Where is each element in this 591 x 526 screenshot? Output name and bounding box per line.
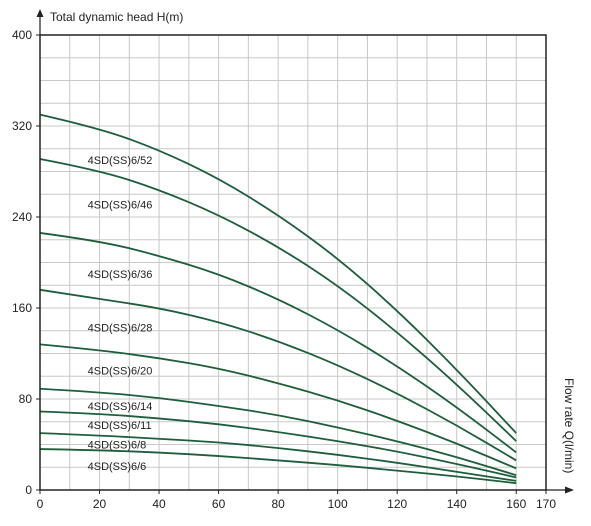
y-tick-label: 400: [12, 28, 32, 42]
series-label-layer: 4SD(SS)6/52 4SD(SS)6/46 4SD(SS)6/36 4SD(SS)…: [88, 155, 153, 473]
series-line-3: [39, 288, 517, 462]
y-tick-label: 0: [25, 483, 32, 497]
series-line-4: [39, 343, 517, 470]
series-label-3: 4SD(SS)6/28: [88, 322, 153, 334]
x-tick-label: 170: [536, 497, 556, 511]
y-tick-label: 160: [12, 301, 32, 315]
x-tick-label: 20: [93, 497, 107, 511]
x-tick-label: 100: [328, 497, 348, 511]
y-tick-label: 80: [19, 392, 33, 406]
x-tick-label: 120: [387, 497, 407, 511]
series-line-2: [39, 232, 517, 454]
tick-layer: 0 20 40 60 80 100 120 140 160 170 0 80 160 240 320 400: [12, 28, 556, 511]
series-line-8: [39, 448, 517, 485]
series-line-1: [39, 158, 517, 442]
x-tick-label: 40: [152, 497, 166, 511]
x-tick-label: 0: [37, 497, 44, 511]
series-label-5: 4SD(SS)6/14: [88, 401, 153, 413]
y-tick-label: 320: [12, 119, 32, 133]
series-line-5: [39, 387, 517, 477]
series-label-1: 4SD(SS)6/46: [88, 199, 153, 211]
series-label-0: 4SD(SS)6/52: [88, 155, 153, 167]
series-line-7: [39, 432, 517, 482]
x-tick-label: 80: [271, 497, 285, 511]
y-axis-title: Total dynamic head H(m): [50, 10, 183, 24]
series-line-0: [39, 113, 517, 434]
x-tick-label: 160: [506, 497, 526, 511]
series-label-8: 4SD(SS)6/6: [88, 461, 147, 473]
series-label-7: 4SD(SS)6/8: [88, 440, 147, 452]
x-axis-arrow-icon: [565, 486, 574, 494]
x-tick-label: 140: [447, 497, 467, 511]
series-label-6: 4SD(SS)6/11: [88, 420, 152, 432]
series-label-2: 4SD(SS)6/36: [88, 269, 153, 281]
x-axis-title: Flow rate Q(l/min): [562, 378, 576, 473]
grid-layer: [40, 35, 546, 490]
frame-layer: [36, 9, 574, 494]
y-axis-arrow-icon: [36, 9, 44, 17]
y-tick-label: 240: [12, 210, 32, 224]
curve-layer: [39, 113, 517, 485]
series-label-4: 4SD(SS)6/20: [88, 366, 153, 378]
plot-frame: [39, 34, 547, 491]
x-tick-label: 60: [212, 497, 226, 511]
series-line-6: [39, 410, 517, 479]
